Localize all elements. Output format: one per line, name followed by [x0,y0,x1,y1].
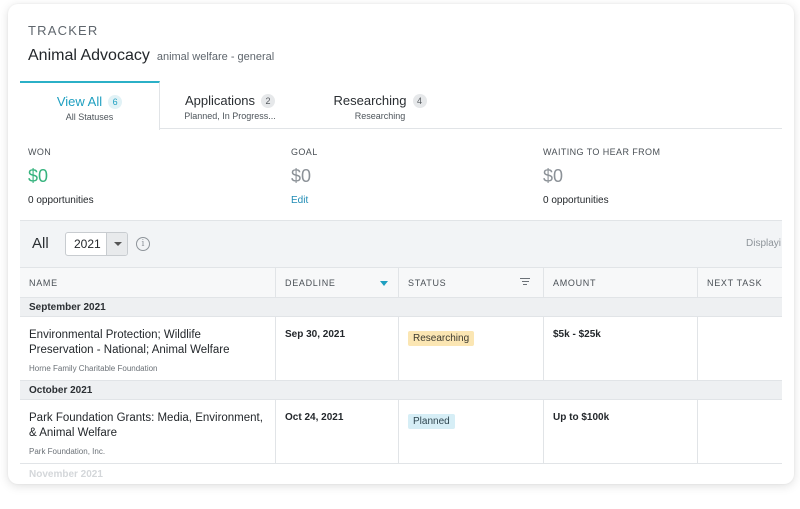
title-row: Animal Advocacy animal welfare - general [28,47,274,65]
year-select[interactable]: 2021 [65,232,128,256]
column-header-deadline-label: DEADLINE [285,278,336,288]
stat-won-note: 0 opportunities [28,195,94,206]
opportunity-name[interactable]: Environmental Protection; Wildlife Prese… [29,329,230,356]
cell-deadline: Sep 30, 2021 [276,317,399,380]
deadline-value: Sep 30, 2021 [285,329,346,340]
tab-sublabel: Researching [354,111,406,121]
tab-sublabel: Planned, In Progress... [184,111,276,121]
funder-name: Horne Family Charitable Foundation [29,364,158,373]
cell-name: Environmental Protection; Wildlife Prese… [20,317,276,380]
opportunities-table: NAME DEADLINE STATUS AMOUNT NEXT TASK Se… [20,267,782,464]
tracker-eyebrow: TRACKER [28,23,99,38]
column-header-deadline[interactable]: DEADLINE [276,268,399,298]
stat-waiting-note: 0 opportunities [543,195,609,206]
opportunity-name[interactable]: Park Foundation Grants: Media, Environme… [29,412,263,439]
tab-count-badge: 2 [261,93,276,108]
stat-won-value: $0 [28,166,49,186]
filter-icon[interactable] [520,278,530,288]
tab-count-badge: 6 [108,94,123,109]
stat-goal-label: GOAL [291,147,318,157]
group-header-november: November 2021 [29,469,103,480]
edit-goal-link[interactable]: Edit [291,195,309,206]
stat-waiting: WAITING TO HEAR FROM $0 0 opportunities [543,147,660,206]
tab-applications-main: Applications 2 [160,93,300,108]
table-row[interactable]: Environmental Protection; Wildlife Prese… [20,317,782,381]
cell-status: Researching [399,317,544,380]
page-subtitle: animal welfare - general [156,51,275,63]
amount-value: $5k - $25k [553,329,601,340]
year-select-value: 2021 [74,237,101,251]
status-badge[interactable]: Planned [408,414,455,429]
stat-goal: GOAL $0 Edit [291,147,318,206]
column-header-status[interactable]: STATUS [399,268,544,298]
column-header-amount[interactable]: AMOUNT [544,268,698,298]
tab-label: View All [56,94,103,109]
group-header-september: September 2021 [20,298,782,317]
stat-waiting-label: WAITING TO HEAR FROM [543,147,661,157]
tracker-card: TRACKER Animal Advocacy animal welfare -… [8,4,794,484]
tab-applications[interactable]: Applications 2 Planned, In Progress... [160,81,300,129]
column-header-status-label: STATUS [408,278,447,288]
cell-deadline: Oct 24, 2021 [276,400,399,463]
table-row[interactable]: Park Foundation Grants: Media, Environme… [20,400,782,464]
tab-researching[interactable]: Researching 4 Researching [310,81,450,129]
funder-name: Park Foundation, Inc. [29,447,106,456]
tab-view-all[interactable]: View All 6 All Statuses [20,81,160,130]
cell-amount: Up to $100k [544,400,698,463]
stat-goal-value: $0 [291,166,312,186]
amount-value: Up to $100k [553,412,610,423]
cell-amount: $5k - $25k [544,317,698,380]
status-badge[interactable]: Researching [408,331,475,346]
cell-next-task[interactable] [698,317,782,380]
tab-sublabel: All Statuses [65,112,114,122]
display-options-text[interactable]: Displayi [746,238,782,249]
stat-won-label: WON [28,147,52,157]
tab-count-badge: 4 [412,93,427,108]
filter-bar: All 2021 i Displayi [20,220,782,267]
tab-researching-main: Researching 4 [310,93,450,108]
cell-next-task[interactable] [698,400,782,463]
stat-won: WON $0 0 opportunities [28,147,94,206]
cell-name: Park Foundation Grants: Media, Environme… [20,400,276,463]
deadline-value: Oct 24, 2021 [285,412,344,423]
info-icon[interactable]: i [136,237,150,251]
stat-waiting-value: $0 [543,166,564,186]
chevron-down-icon[interactable] [106,233,127,255]
filter-all-label: All [32,235,49,252]
tab-label: Applications [184,93,256,108]
page-title: Animal Advocacy [28,47,150,64]
column-header-next-task[interactable]: NEXT TASK [707,278,763,288]
tab-view-all-main: View All 6 [20,94,159,109]
tab-label: Researching [333,93,407,108]
cell-status: Planned [399,400,544,463]
column-header-name[interactable]: NAME [20,268,276,298]
group-header-october: October 2021 [20,381,782,400]
sort-descending-icon[interactable] [380,281,388,286]
table-header: NAME DEADLINE STATUS AMOUNT NEXT TASK [20,267,782,298]
tab-bar: View All 6 All Statuses Applications 2 P… [20,81,782,130]
